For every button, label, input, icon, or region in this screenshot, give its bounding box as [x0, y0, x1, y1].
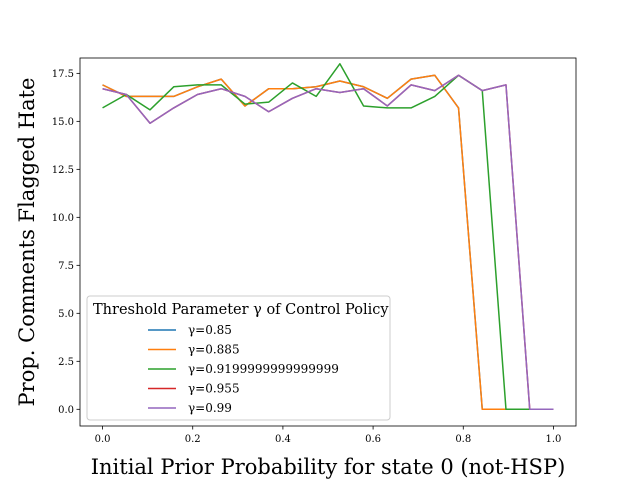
x-tick-label: 0.2 [185, 434, 201, 445]
y-tick-label: 15.0 [52, 117, 74, 128]
legend-title: Threshold Parameter γ of Control Policy [93, 302, 389, 318]
x-tick-label: 0.6 [365, 434, 381, 445]
y-axis-label: Prop. Comments Flagged Hate [15, 78, 39, 407]
y-tick-label: 17.5 [52, 69, 74, 80]
legend-entry-4: γ=0.99 [188, 401, 232, 415]
axis-ticks: 0.0 0.2 0.4 0.6 0.8 1.0 0.0 2.5 5.0 7.5 10.0 12.5 15… [52, 69, 562, 445]
x-tick-label: 0.4 [275, 434, 291, 445]
y-tick-label: 5.0 [58, 309, 74, 320]
series-layer [102, 63, 554, 411]
legend: Threshold Parameter γ of Control Policy … [86, 295, 391, 421]
legend-entry-3: γ=0.955 [188, 382, 240, 396]
y-tick-label: 2.5 [58, 357, 74, 368]
x-tick-label: 0.8 [455, 434, 471, 445]
y-tick-label: 0.0 [58, 405, 74, 416]
legend-entry-1: γ=0.885 [188, 343, 240, 357]
plot-area-frame [79, 57, 577, 427]
series-line-4 [102, 74, 554, 411]
x-axis-label: Initial Prior Probability for state 0 (n… [91, 455, 566, 479]
x-tick-label: 1.0 [546, 434, 562, 445]
x-tick-label: 0.0 [95, 434, 111, 445]
legend-entry-0: γ=0.85 [188, 323, 232, 337]
legend-entry-2: γ=0.9199999999999999 [188, 362, 339, 376]
y-tick-label: 10.0 [52, 213, 74, 224]
y-tick-label: 12.5 [52, 165, 74, 176]
series-line-1 [102, 74, 554, 411]
y-tick-label: 7.5 [58, 261, 74, 272]
